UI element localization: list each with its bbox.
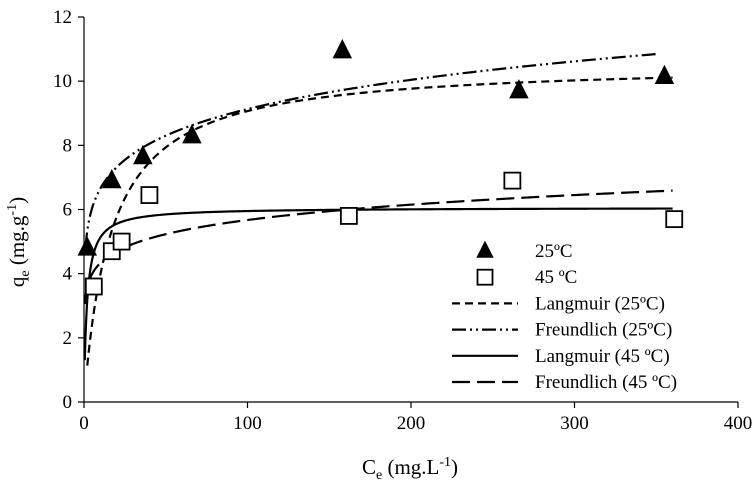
data-point-triangle [654, 64, 675, 84]
data-point-triangle [77, 236, 98, 256]
data-point-triangle [102, 168, 122, 189]
x-tick-label: 200 [397, 413, 426, 434]
y-tick-label: 6 [63, 200, 73, 221]
x-axis-title-sup: -1 [439, 455, 451, 470]
x-axis-title-sub: e [376, 468, 382, 482]
data-point-square [665, 210, 684, 229]
y-axis-title-end: ) [5, 197, 29, 204]
x-axis-title-end: ) [451, 455, 458, 479]
legend-marker-triangle [476, 240, 494, 258]
x-axis-title-rest: (mg.L [382, 455, 439, 479]
y-tick-label: 10 [53, 71, 72, 92]
legend-label: Langmuir (45 ºC) [535, 346, 670, 367]
data-point-square [112, 232, 131, 251]
data-point-square [339, 207, 358, 225]
legend-label: 25ºC [535, 241, 573, 262]
series-line [86, 76, 673, 366]
legend-label: Freundlich (25ºC) [535, 320, 672, 341]
series-line [83, 189, 673, 305]
y-axis-title-rest: (mg.g [5, 215, 29, 270]
legend-marker-square [476, 268, 494, 286]
data-point-triangle [182, 124, 202, 144]
x-tick-label: 400 [724, 413, 753, 434]
x-axis-title: Ce (mg.L-1) [362, 455, 458, 482]
data-point-triangle [509, 79, 529, 99]
y-axis-title: qe (mg.g-1) [5, 197, 33, 287]
x-tick-label: 0 [79, 413, 89, 434]
y-tick-label: 0 [63, 392, 73, 413]
y-tick-label: 12 [53, 7, 72, 28]
legend-label: Freundlich (45 ºC) [535, 372, 677, 393]
y-tick-label: 4 [63, 264, 73, 285]
data-point-triangle [133, 144, 153, 165]
x-tick-label: 100 [233, 413, 262, 434]
legend-label: 45 ºC [535, 267, 577, 288]
series-line [83, 207, 673, 361]
data-point-square [140, 186, 159, 204]
x-axis-title-main: C [362, 455, 376, 479]
y-tick-label: 2 [63, 328, 73, 349]
data-point-square [84, 277, 103, 296]
y-axis-title-sub: e [18, 270, 33, 276]
y-axis-title-main: q [5, 276, 29, 287]
series-line [84, 52, 657, 247]
data-point-triangle [332, 39, 353, 59]
x-tick-label: 300 [560, 413, 589, 434]
data-point-square [503, 171, 522, 190]
y-axis-title-sup: -1 [5, 204, 20, 216]
y-tick-label: 8 [63, 135, 73, 156]
legend-label: Langmuir (25ºC) [535, 293, 665, 314]
